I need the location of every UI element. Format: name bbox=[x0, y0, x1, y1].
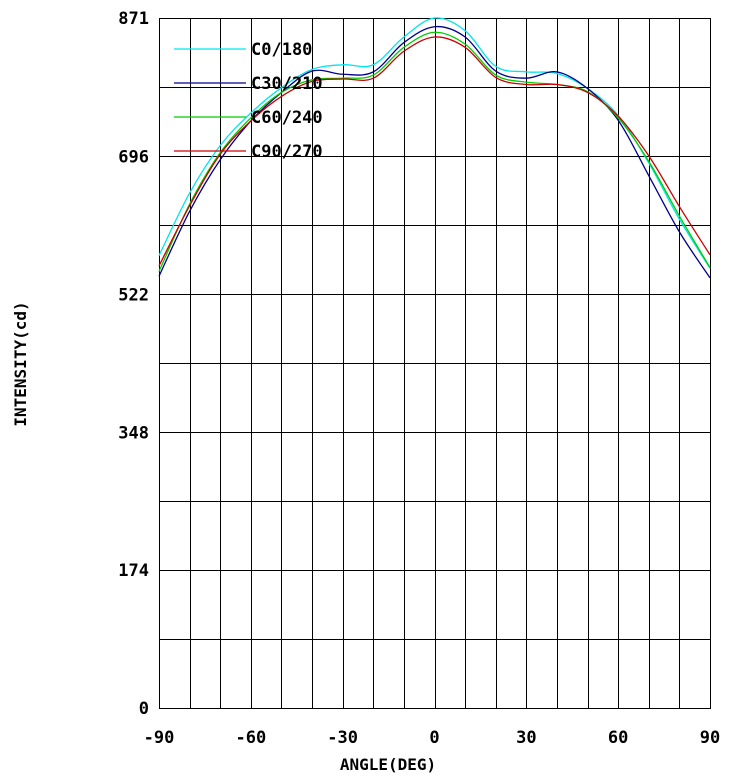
legend-label: C90/270 bbox=[251, 142, 323, 162]
series-line-c90-270 bbox=[158, 36, 711, 267]
series-line-c0-180 bbox=[158, 17, 711, 269]
y-axis-label: INTENSITY(cd) bbox=[11, 301, 30, 426]
y-tick-label: 348 bbox=[118, 423, 149, 443]
legend-label: C30/210 bbox=[251, 74, 323, 94]
x-tick-label: -30 bbox=[327, 728, 358, 748]
legend-label: C0/180 bbox=[251, 40, 312, 60]
x-tick-label: 60 bbox=[608, 728, 628, 748]
y-tick-label: 0 bbox=[139, 699, 149, 719]
series-lines bbox=[158, 17, 711, 279]
y-tick-label: 174 bbox=[118, 561, 149, 581]
legend: C0/180 C30/210 C60/240 C90/270 bbox=[174, 40, 323, 162]
tick-labels: 0 174 348 522 696 871 -90 -60 -30 0 30 60 90 bbox=[118, 9, 720, 748]
y-tick-label: 871 bbox=[118, 9, 149, 29]
x-axis-label: ANGLE(DEG) bbox=[340, 755, 436, 774]
y-tick-label: 696 bbox=[118, 148, 149, 168]
x-tick-label: 90 bbox=[700, 728, 720, 748]
x-tick-label: -60 bbox=[235, 728, 266, 748]
x-tick-label: 30 bbox=[516, 728, 536, 748]
series-line-c30-210 bbox=[158, 25, 711, 279]
x-tick-label: 0 bbox=[429, 728, 439, 748]
series-line-c60-240 bbox=[158, 31, 711, 272]
y-tick-label: 522 bbox=[118, 285, 149, 305]
legend-label: C60/240 bbox=[251, 108, 323, 128]
grid bbox=[159, 18, 711, 709]
x-tick-label: -90 bbox=[144, 728, 175, 748]
